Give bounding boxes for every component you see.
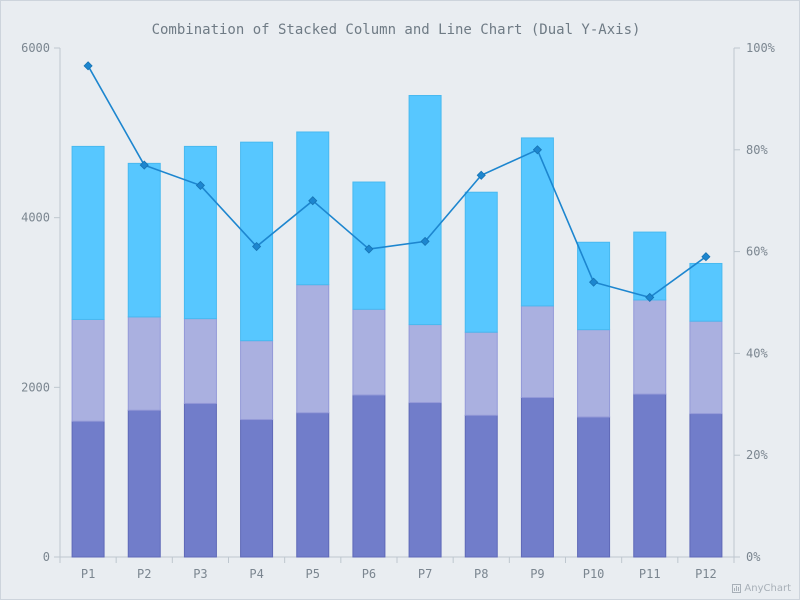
bar-segment bbox=[296, 284, 330, 414]
bar-segment bbox=[183, 145, 217, 320]
chart-title: Combination of Stacked Column and Line C… bbox=[152, 22, 641, 38]
bar-segment bbox=[520, 305, 554, 399]
bar-segment bbox=[71, 420, 105, 558]
bar-segment bbox=[127, 162, 161, 318]
bar-segment bbox=[240, 419, 274, 558]
y-right-tick-label: 20% bbox=[746, 448, 768, 462]
axes-layer bbox=[54, 47, 740, 563]
bar-segment bbox=[296, 131, 330, 286]
line-marker bbox=[252, 241, 262, 252]
line-marker bbox=[308, 196, 318, 206]
bar-segment bbox=[464, 191, 498, 333]
credit-label: AnyChart bbox=[744, 583, 791, 594]
bar-segment bbox=[127, 409, 161, 558]
bar-segment bbox=[183, 402, 217, 558]
bar-segment bbox=[296, 412, 330, 558]
anychart-credit[interactable]: AnyChart bbox=[732, 583, 791, 594]
y-right-tick-label: 40% bbox=[746, 346, 768, 360]
bar-segment bbox=[520, 137, 554, 307]
bar-segment bbox=[689, 320, 723, 415]
x-tick-label: P6 bbox=[362, 567, 376, 581]
bar-segment bbox=[689, 262, 723, 322]
y-right-tick-label: 100% bbox=[746, 41, 776, 55]
bar-segment bbox=[577, 329, 611, 418]
bar-segment bbox=[689, 413, 723, 558]
y-left-tick-label: 6000 bbox=[21, 41, 50, 55]
x-tick-label: P4 bbox=[249, 567, 263, 581]
bar-segment bbox=[127, 316, 161, 411]
x-tick-label: P3 bbox=[193, 567, 207, 581]
bar-segment bbox=[408, 324, 442, 404]
x-tick-label: P7 bbox=[418, 567, 432, 581]
line-marker bbox=[645, 292, 655, 302]
line-marker bbox=[364, 244, 374, 254]
bar-segment bbox=[352, 394, 386, 558]
bar-segment bbox=[183, 318, 217, 404]
x-tick-label: P9 bbox=[530, 567, 544, 581]
bar-segment bbox=[464, 331, 498, 416]
bar-segment bbox=[240, 340, 274, 421]
x-tick-label: P2 bbox=[137, 567, 151, 581]
line-marker bbox=[420, 236, 430, 246]
x-tick-label: P10 bbox=[583, 567, 605, 581]
line-series bbox=[87, 65, 707, 299]
bar-segment bbox=[633, 393, 667, 558]
y-right-tick-label: 60% bbox=[746, 245, 768, 259]
line-layer bbox=[83, 61, 711, 302]
line-marker bbox=[476, 170, 486, 180]
bar-segment bbox=[633, 299, 667, 395]
bar-segment bbox=[520, 397, 554, 558]
y-left-tick-label: 0 bbox=[43, 550, 50, 564]
x-tick-label: P12 bbox=[695, 567, 717, 581]
x-tick-label: P5 bbox=[306, 567, 320, 581]
line-marker bbox=[532, 145, 542, 155]
y-right-tick-label: 80% bbox=[746, 143, 768, 157]
bar-segment bbox=[240, 141, 274, 342]
labels-layer: 0 2000 4000 6000 0% 20% 40% 60% 80% 100% P1 P2 P3 P4 P… bbox=[21, 41, 776, 581]
x-tick-label: P11 bbox=[639, 567, 661, 581]
y-right-tick-label: 0% bbox=[746, 550, 761, 564]
bar-segment bbox=[408, 402, 442, 558]
line-marker bbox=[195, 180, 205, 190]
bar-segment bbox=[464, 414, 498, 558]
y-left-tick-label: 2000 bbox=[21, 380, 50, 394]
line-marker bbox=[139, 160, 149, 170]
line-marker bbox=[83, 61, 93, 71]
bar-segment bbox=[71, 145, 105, 320]
bars-layer bbox=[71, 95, 723, 558]
chart-logo-icon bbox=[732, 584, 742, 593]
bar-segment bbox=[408, 95, 442, 326]
y-left-tick-label: 4000 bbox=[21, 211, 50, 225]
line-marker bbox=[701, 252, 711, 262]
line-marker bbox=[589, 277, 599, 287]
bar-segment bbox=[71, 318, 105, 422]
bar-segment bbox=[352, 308, 386, 396]
x-tick-label: P1 bbox=[81, 567, 95, 581]
x-tick-label: P8 bbox=[474, 567, 488, 581]
bar-segment bbox=[577, 416, 611, 558]
